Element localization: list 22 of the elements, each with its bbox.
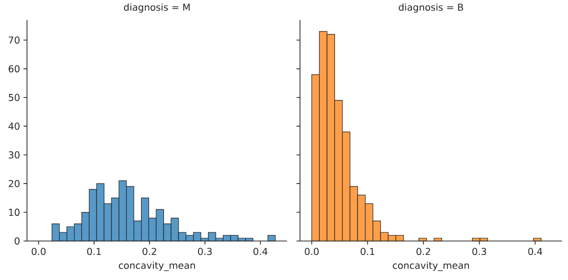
x-tick-label: 0.1 — [87, 248, 101, 256]
x-tick-label: 0.3 — [472, 248, 486, 256]
y-tick-label: 30 — [8, 151, 20, 158]
y-tick-label: 10 — [9, 208, 20, 216]
y-tick-label: 50 — [8, 94, 20, 102]
x-tick-label: 0.2 — [416, 248, 430, 256]
x-tick-label: 0.1 — [360, 248, 374, 256]
y-tick-label: 70 — [8, 36, 20, 44]
x-tick-label: 0.0 — [304, 248, 319, 256]
chart-title: diagnosis = B — [398, 3, 464, 13]
x-tick-label: 0.0 — [32, 248, 46, 256]
y-tick-label: 20 — [8, 180, 20, 188]
x-tick-label: 0.3 — [198, 248, 212, 256]
y-tick-label: 0 — [14, 237, 20, 245]
x-axis-title: concavity_mean — [392, 262, 469, 272]
x-tick-label: 0.4 — [253, 248, 268, 256]
x-tick-label: 0.4 — [528, 248, 542, 256]
y-tick-label: 40 — [8, 122, 20, 130]
x-axis-title: concavity_mean — [118, 262, 195, 272]
chart-title: diagnosis = M — [124, 3, 190, 13]
x-tick-label: 0.2 — [142, 248, 156, 256]
y-tick-label: 60 — [8, 65, 20, 72]
